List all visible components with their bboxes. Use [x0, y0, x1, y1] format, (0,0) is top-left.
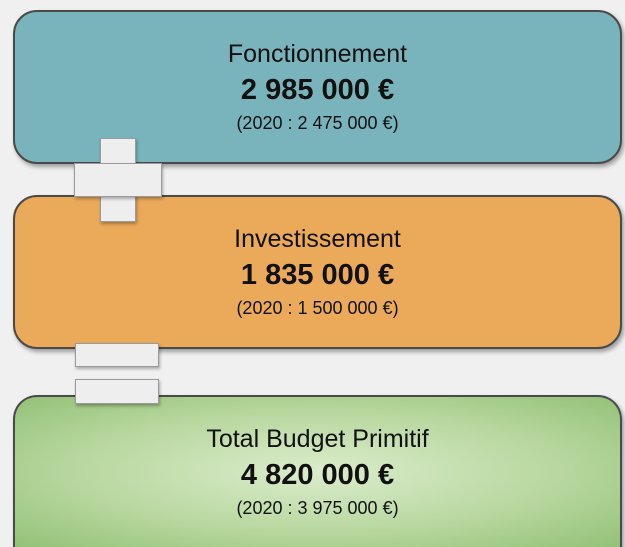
box-label: Investissement — [234, 225, 401, 253]
box-label: Total Budget Primitif — [206, 425, 429, 453]
box-amount: 2 985 000 € — [240, 74, 395, 106]
equals-sign-top — [75, 343, 159, 367]
equals-sign-bottom — [75, 379, 159, 404]
box-amount: 1 835 000 € — [240, 259, 395, 291]
box-label: Fonctionnement — [227, 40, 408, 68]
box-amount: 4 820 000 € — [240, 459, 395, 491]
box-previous: (2020 : 2 475 000 €) — [236, 113, 399, 133]
total-box: Total Budget Primitif 4 820 000 € (2020 … — [13, 395, 622, 547]
box-previous: (2020 : 1 500 000 €) — [236, 298, 399, 318]
box-previous: (2020 : 3 975 000 €) — [236, 498, 399, 518]
plus-sign-horizontal — [74, 163, 162, 197]
